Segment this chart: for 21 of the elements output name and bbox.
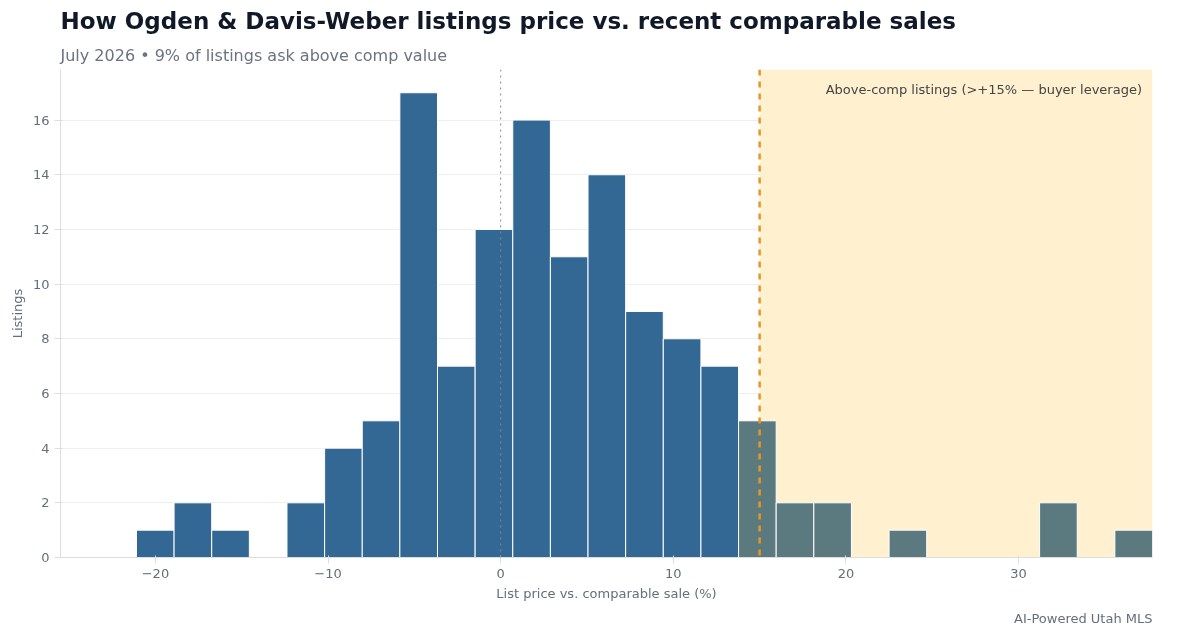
y-tick-label: 2 — [41, 495, 50, 511]
y-tick-label: 6 — [41, 385, 50, 401]
y-tick-label: 8 — [41, 331, 50, 347]
x-tick-label: −20 — [141, 565, 170, 581]
y-tick-label: 12 — [32, 221, 50, 237]
y-tick-label: 16 — [32, 112, 50, 128]
text: AI-Powered Utah MLS — [1014, 610, 1153, 626]
y-tick-label: 4 — [41, 440, 50, 456]
y-tick-label: 10 — [32, 276, 50, 292]
chart-subtitle: July 2026 • 9% of listings ask above comp value — [59, 45, 448, 65]
x-tick-label: 20 — [837, 565, 855, 581]
y-tick-label: 0 — [41, 550, 50, 565]
x-tick-label: 0 — [496, 565, 505, 581]
chart-title: How Ogden & Davis-Weber listings price vs. recent comparable sales — [60, 7, 956, 34]
band-label: Above-comp listings (>+15% — buyer leverage) — [825, 81, 1142, 97]
x-tick-label: −10 — [314, 565, 342, 581]
x-axis-title: List price vs. comparable sale (%) — [496, 585, 717, 601]
y-tick-label: 14 — [32, 167, 50, 183]
y-axis-title: Listings — [9, 288, 25, 339]
x-tick-label: 30 — [1010, 565, 1027, 581]
x-tick-label: 10 — [665, 565, 682, 581]
